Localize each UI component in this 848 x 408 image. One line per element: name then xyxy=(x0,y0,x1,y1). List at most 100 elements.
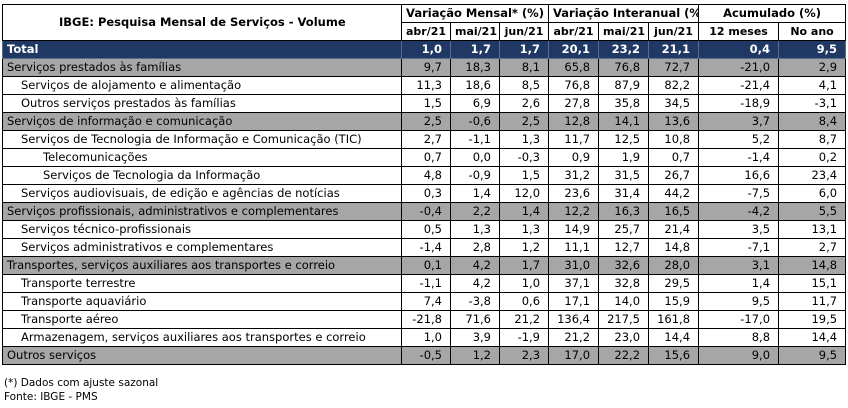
value-cell: 25,7 xyxy=(598,220,650,239)
table-row: Transportes, serviços auxiliares aos tra… xyxy=(2,256,847,275)
value-cell: 2,8 xyxy=(450,238,500,257)
header-row-periods: abr/21 mai/21 jun/21 abr/21 mai/21 jun/2… xyxy=(3,22,847,41)
value-cell: 2,5 xyxy=(401,112,451,131)
value-cell: 12,0 xyxy=(498,184,550,203)
table-row: Transporte aquaviário 7,4 -3,8 0,6 17,1 14,0 1… xyxy=(2,292,847,311)
value-cell: 16,5 xyxy=(648,202,700,221)
value-cell: 34,5 xyxy=(648,94,700,113)
value-cell: 14,8 xyxy=(648,238,700,257)
table-row: Telecomunicações 0,7 0,0 -0,3 0,9 1,9 0,7 -1,4 0… xyxy=(2,148,847,167)
row-label: Transporte aéreo xyxy=(2,310,402,329)
value-cell: 12,8 xyxy=(548,112,600,131)
value-cell: 1,3 xyxy=(498,220,550,239)
services-table-container: IBGE: Pesquisa Mensal de Serviços - Volu… xyxy=(2,4,847,365)
table-title: IBGE: Pesquisa Mensal de Serviços - Volu… xyxy=(2,4,402,41)
row-label: Telecomunicações xyxy=(2,148,402,167)
value-cell: 72,7 xyxy=(648,58,700,77)
value-cell: 27,8 xyxy=(548,94,600,113)
value-cell: -21,8 xyxy=(401,310,451,329)
value-cell: 20,1 xyxy=(548,40,600,59)
value-cell: 1,7 xyxy=(450,40,500,59)
value-cell: 0,4 xyxy=(698,40,780,59)
value-cell: 12,5 xyxy=(598,130,650,149)
services-volume-table: IBGE: Pesquisa Mensal de Serviços - Volu… xyxy=(2,4,847,365)
value-cell: 26,7 xyxy=(648,166,700,185)
value-cell: 0,3 xyxy=(401,184,451,203)
value-cell: 161,8 xyxy=(648,310,700,329)
group-header-yoy: Variação Interanual (%) xyxy=(548,4,700,23)
value-cell: 23,6 xyxy=(548,184,600,203)
row-label: Outros serviços xyxy=(2,346,402,365)
value-cell: 5,5 xyxy=(778,202,847,221)
value-cell: 8,7 xyxy=(778,130,847,149)
row-label: Serviços de informação e comunicação xyxy=(2,112,402,131)
value-cell: 0,2 xyxy=(778,148,847,167)
value-cell: 17,0 xyxy=(548,346,600,365)
value-cell: 21,2 xyxy=(498,310,550,329)
value-cell: 4,2 xyxy=(450,256,500,275)
column-header: mai/21 xyxy=(450,22,500,41)
value-cell: 0,6 xyxy=(498,292,550,311)
value-cell: 0,9 xyxy=(548,148,600,167)
value-cell: 22,2 xyxy=(598,346,650,365)
value-cell: -1,4 xyxy=(401,238,451,257)
value-cell: -3,8 xyxy=(450,292,500,311)
source-note: Fonte: IBGE - PMS xyxy=(4,391,98,403)
value-cell: 1,0 xyxy=(401,40,451,59)
value-cell: 76,8 xyxy=(548,76,600,95)
value-cell: 14,1 xyxy=(598,112,650,131)
value-cell: -1,9 xyxy=(498,328,550,347)
value-cell: 13,1 xyxy=(778,220,847,239)
table-row: Armazenagem, serviços auxiliares aos tra… xyxy=(2,328,847,347)
value-cell: 0,7 xyxy=(401,148,451,167)
value-cell: 19,5 xyxy=(778,310,847,329)
value-cell: 1,9 xyxy=(598,148,650,167)
value-cell: 4,1 xyxy=(778,76,847,95)
value-cell: -18,9 xyxy=(698,94,780,113)
value-cell: 82,2 xyxy=(648,76,700,95)
value-cell: 1,4 xyxy=(498,202,550,221)
value-cell: 23,2 xyxy=(598,40,650,59)
value-cell: 31,2 xyxy=(548,166,600,185)
row-label: Serviços administrativos e complementare… xyxy=(2,238,402,257)
value-cell: 8,1 xyxy=(498,58,550,77)
value-cell: 0,1 xyxy=(401,256,451,275)
value-cell: -7,1 xyxy=(698,238,780,257)
value-cell: 23,4 xyxy=(778,166,847,185)
value-cell: 14,4 xyxy=(648,328,700,347)
value-cell: 21,1 xyxy=(648,40,700,59)
value-cell: 3,7 xyxy=(698,112,780,131)
value-cell: -0,6 xyxy=(450,112,500,131)
row-label: Total xyxy=(2,40,402,59)
value-cell: 15,6 xyxy=(648,346,700,365)
value-cell: 44,2 xyxy=(648,184,700,203)
value-cell: 18,6 xyxy=(450,76,500,95)
value-cell: -1,1 xyxy=(450,130,500,149)
value-cell: 8,4 xyxy=(778,112,847,131)
value-cell: 23,0 xyxy=(598,328,650,347)
group-header-accumulated: Acumulado (%) xyxy=(698,4,847,23)
row-label: Serviços de alojamento e alimentação xyxy=(2,76,402,95)
value-cell: 76,8 xyxy=(598,58,650,77)
value-cell: 1,2 xyxy=(450,346,500,365)
row-label: Serviços técnico-profissionais xyxy=(2,220,402,239)
value-cell: 11,7 xyxy=(778,292,847,311)
table-row: Serviços técnico-profissionais 0,5 1,3 1,3 1… xyxy=(2,220,847,239)
footnote-seasonal: (*) Dados com ajuste sazonal xyxy=(4,377,159,389)
value-cell: 3,5 xyxy=(698,220,780,239)
value-cell: 15,9 xyxy=(648,292,700,311)
column-header: No ano xyxy=(778,22,847,41)
value-cell: 5,2 xyxy=(698,130,780,149)
value-cell: 6,9 xyxy=(450,94,500,113)
value-cell: 1,2 xyxy=(498,238,550,257)
value-cell: 7,4 xyxy=(401,292,451,311)
value-cell: 18,3 xyxy=(450,58,500,77)
row-label: Transportes, serviços auxiliares aos tra… xyxy=(2,256,402,275)
value-cell: 0,5 xyxy=(401,220,451,239)
row-label: Transporte aquaviário xyxy=(2,292,402,311)
value-cell: 11,7 xyxy=(548,130,600,149)
value-cell: 6,0 xyxy=(778,184,847,203)
table-row: Transporte terrestre -1,1 4,2 1,0 37,1 32,8 29… xyxy=(2,274,847,293)
table-row: Outros serviços -0,5 1,2 2,3 17,0 22,2 15,6 9,0… xyxy=(2,346,847,365)
value-cell: 2,2 xyxy=(450,202,500,221)
